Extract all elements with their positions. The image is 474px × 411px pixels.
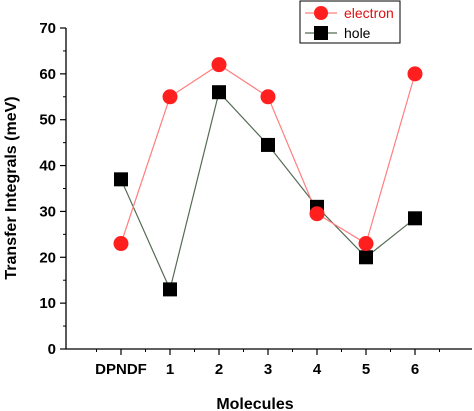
- point-hole: [359, 250, 373, 265]
- y-tick-label: 60: [39, 66, 56, 83]
- point-electron: [162, 89, 178, 105]
- series-layer: [113, 57, 423, 297]
- point-hole: [408, 211, 422, 226]
- point-electron: [211, 57, 227, 73]
- x-tick-label: 1: [166, 361, 174, 378]
- point-electron: [309, 206, 325, 222]
- point-hole: [163, 282, 177, 297]
- point-hole: [212, 85, 226, 100]
- y-tick-label: 40: [39, 158, 56, 175]
- y-tick-label: 50: [39, 112, 56, 129]
- legend-electron-marker: [314, 6, 328, 20]
- x-axis-title: Molecules: [216, 396, 293, 411]
- x-tick-label: 3: [264, 361, 272, 378]
- y-tick-label: 30: [39, 203, 56, 220]
- point-electron: [407, 66, 423, 82]
- legend-hole-label: hole: [344, 25, 371, 41]
- y-tick-label: 70: [39, 20, 56, 37]
- point-hole: [261, 137, 275, 152]
- y-axis-title: Transfer Integrals (meV): [3, 96, 20, 279]
- y-tick-label: 0: [48, 341, 56, 358]
- x-tick-label: 2: [215, 361, 223, 378]
- legend: electron hole: [299, 0, 401, 44]
- x-tick-label: 6: [411, 361, 419, 378]
- y-tick-label: 20: [39, 249, 56, 266]
- y-tick-label: 10: [39, 295, 56, 312]
- x-tick-label: DPNDF: [95, 361, 147, 378]
- legend-hole-marker: [314, 26, 328, 40]
- point-electron: [358, 236, 374, 252]
- legend-electron-label: electron: [344, 5, 394, 21]
- point-hole: [114, 172, 128, 187]
- axes: 0 10 20 30 40 50 60 70 DPNDF 1 2 3 4 5 6: [39, 20, 472, 378]
- x-tick-label: 4: [313, 361, 322, 378]
- point-electron: [113, 236, 129, 252]
- point-electron: [260, 89, 276, 105]
- x-tick-label: 5: [362, 361, 370, 378]
